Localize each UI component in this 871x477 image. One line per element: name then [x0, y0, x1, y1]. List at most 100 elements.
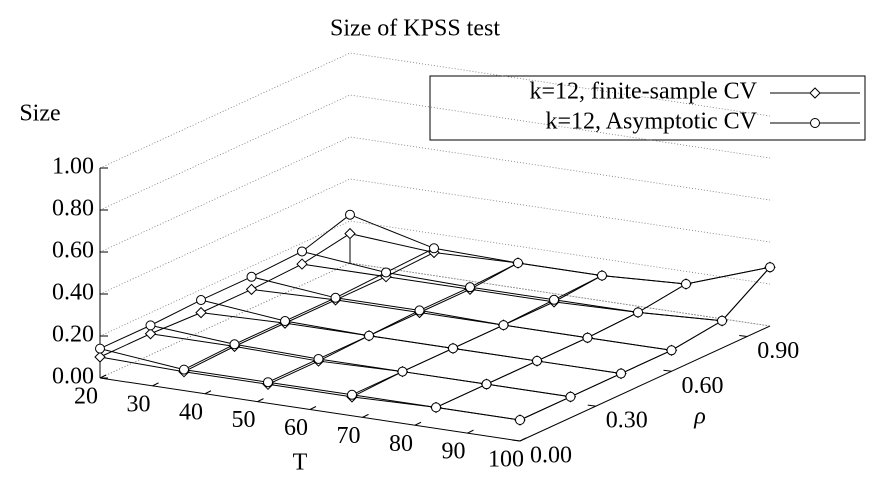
data-point	[144, 328, 157, 340]
data-point	[347, 389, 357, 400]
surface-line	[435, 283, 687, 408]
data-point	[549, 294, 560, 305]
data-point	[245, 283, 258, 296]
data-point	[345, 209, 355, 220]
legend-marker	[810, 118, 820, 128]
z-tick-label: 0.80	[52, 196, 94, 222]
data-point	[196, 295, 207, 306]
grid-line	[99, 52, 771, 169]
surface-line	[349, 214, 771, 285]
data-point	[246, 271, 257, 282]
x-tick	[414, 421, 422, 426]
y-tick-label: 0.60	[682, 373, 724, 399]
data-point	[582, 332, 593, 343]
data-point	[717, 315, 728, 326]
legend-box	[429, 75, 866, 141]
surface-line	[99, 348, 521, 421]
z-axis-label: Size	[19, 101, 60, 127]
x-tick	[204, 390, 212, 395]
y-tick	[511, 439, 521, 442]
legend-label: k=12, finite-sample CV	[530, 79, 758, 105]
y-tick	[739, 334, 748, 337]
data-point	[513, 258, 523, 268]
data-point	[633, 307, 644, 318]
y-axis	[519, 325, 771, 442]
data-point	[364, 330, 375, 341]
data-point	[431, 402, 441, 413]
data-point	[296, 258, 308, 270]
base-edge	[99, 262, 351, 379]
x-tick-label: 60	[284, 415, 308, 441]
data-point	[414, 305, 425, 316]
x-tick	[467, 429, 474, 434]
data-point	[397, 366, 408, 377]
z-tick-label: 0.00	[52, 364, 94, 390]
surface-line	[251, 276, 672, 351]
data-point	[229, 339, 240, 350]
x-tick-label: 20	[74, 384, 98, 410]
data-point	[429, 243, 439, 254]
z-tick-label: 0.40	[52, 280, 94, 306]
data-point	[532, 355, 543, 366]
surface-line	[267, 262, 519, 385]
data-point	[381, 267, 392, 278]
data-point	[515, 415, 525, 425]
x-axis-label: T	[293, 450, 308, 476]
surface-line	[183, 247, 435, 371]
data-point	[95, 343, 105, 354]
x-tick-label: 50	[232, 407, 256, 433]
data-point	[465, 282, 476, 293]
x-tick	[152, 382, 159, 387]
data-point	[666, 345, 677, 356]
surface-line	[301, 263, 723, 322]
surface-line	[301, 250, 723, 322]
legend-label: k=12, Asymptotic CV	[545, 109, 757, 135]
surface-line	[99, 214, 351, 350]
grid-line	[99, 262, 771, 379]
data-point	[195, 306, 207, 319]
x-tick-label: 40	[179, 399, 203, 425]
data-point	[765, 262, 775, 273]
surface-line	[267, 262, 519, 383]
base-edge	[349, 262, 771, 327]
data-point	[481, 379, 492, 390]
surface-line	[519, 266, 771, 421]
x-tick-label: 30	[127, 391, 151, 417]
surface-line	[150, 324, 571, 398]
y-tick	[587, 404, 596, 407]
z-tick-label: 0.20	[52, 322, 94, 348]
grid-line	[99, 220, 771, 337]
y-tick	[663, 369, 672, 372]
z-tick-label: 0.60	[52, 238, 94, 264]
y-tick-label: 0.00	[530, 443, 572, 469]
surface-line	[99, 233, 351, 358]
data-point	[313, 353, 324, 364]
surface-line	[183, 252, 435, 373]
data-point	[565, 391, 576, 402]
data-point	[498, 320, 509, 331]
z-tick-label: 1.00	[52, 154, 94, 180]
x-tick-label: 90	[442, 439, 466, 465]
data-point	[297, 246, 308, 257]
y-tick-label: 0.90	[757, 338, 799, 364]
data-point	[448, 343, 459, 354]
surface-line	[200, 299, 622, 375]
x-tick	[257, 398, 264, 403]
x-tick-label: 100	[488, 447, 524, 473]
data-point	[179, 364, 189, 375]
data-point	[616, 368, 627, 379]
data-point	[344, 227, 356, 240]
y-tick-label: 0.30	[606, 408, 648, 434]
grid-line	[99, 136, 771, 253]
data-point	[145, 320, 156, 331]
legend-marker	[809, 87, 821, 99]
data-point	[681, 279, 691, 289]
x-tick	[99, 374, 107, 379]
x-tick-label: 80	[389, 431, 413, 457]
x-tick	[309, 406, 317, 410]
y-axis-label: ρ	[693, 404, 706, 430]
grid-line	[99, 94, 771, 211]
surface-line	[351, 275, 603, 398]
